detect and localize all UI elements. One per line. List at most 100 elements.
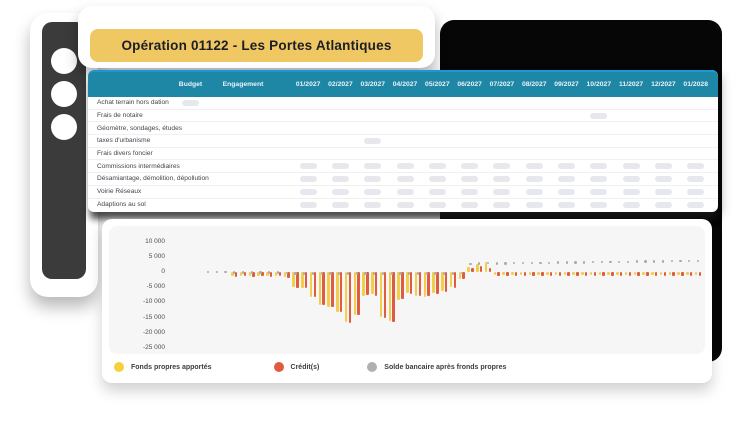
bar-fonds-propres xyxy=(248,272,252,276)
bar-fonds-propres xyxy=(327,272,330,307)
dot-solde-bancaire xyxy=(504,262,507,265)
dot-solde-bancaire xyxy=(355,272,358,275)
bar-fonds-propres xyxy=(371,272,374,295)
bar-fonds-propres xyxy=(292,272,295,288)
skeleton-pill xyxy=(525,163,543,170)
column-header: 11/2027 xyxy=(619,81,644,88)
bar-fonds-propres xyxy=(266,272,269,276)
bar-fonds-propres xyxy=(301,272,304,289)
skeleton-pill xyxy=(461,163,479,170)
sidebar-button-3[interactable] xyxy=(51,114,77,140)
page-title: Opération 01122 - Les Portes Atlantiques xyxy=(121,38,392,53)
legend-dot-fonds-propres xyxy=(114,362,124,372)
bar-credits xyxy=(698,272,702,276)
skeleton-pill xyxy=(364,201,382,208)
bar-credits xyxy=(304,272,308,289)
table-cell xyxy=(583,201,615,208)
table-cell xyxy=(615,188,647,195)
bar-fonds-propres xyxy=(458,272,462,279)
bar-fonds-propres xyxy=(554,272,558,276)
row-label: Frais divers foncier xyxy=(97,150,153,158)
dot-solde-bancaire xyxy=(530,261,533,265)
budget-table-card: Budget Engagement 01/2027 02/2027 03/2027 04/… xyxy=(88,70,718,212)
table-cell xyxy=(357,175,389,182)
table-cell xyxy=(647,163,679,170)
table-cell xyxy=(680,163,712,170)
skeleton-pill xyxy=(558,163,576,170)
table-cell xyxy=(583,188,615,195)
skeleton-pill xyxy=(525,188,543,195)
table-cell xyxy=(583,112,615,119)
bar-fonds-propres xyxy=(467,267,470,272)
bar-credits xyxy=(269,272,273,277)
y-axis-tick-label: -20 000 xyxy=(142,328,165,336)
table-cell xyxy=(615,201,647,208)
dot-solde-bancaire xyxy=(460,272,463,275)
bar-credits xyxy=(252,272,255,277)
table-cell xyxy=(680,188,712,195)
sidebar-button-2[interactable] xyxy=(51,81,77,107)
dot-solde-bancaire xyxy=(688,259,691,263)
chart-plot-area: 10 000 5 000 0 -5 000 -10 000 -15 000 -20 000 -… xyxy=(109,226,705,354)
dot-solde-bancaire xyxy=(364,272,367,275)
skeleton-pill xyxy=(493,175,511,182)
skeleton-pill xyxy=(182,99,199,106)
table-cell xyxy=(486,163,518,170)
table-cell xyxy=(324,188,356,195)
bar-fonds-propres xyxy=(581,272,584,276)
bar-credits xyxy=(488,267,492,272)
dot-solde-bancaire xyxy=(521,261,525,265)
dot-solde-bancaire xyxy=(303,272,306,275)
bar-fonds-propres xyxy=(423,272,427,298)
bar-credits xyxy=(681,272,684,276)
bar-credits xyxy=(646,272,649,276)
skeleton-pill xyxy=(299,175,317,182)
dot-solde-bancaire xyxy=(591,261,595,264)
row-label: Commissions intermédiaires xyxy=(97,162,180,170)
table-cell xyxy=(453,163,485,170)
bar-credits xyxy=(663,272,667,276)
table-cell xyxy=(647,175,679,182)
bar-credits xyxy=(514,272,518,276)
legend-label: Crédit(s) xyxy=(290,363,320,371)
bar-fonds-propres xyxy=(283,272,287,277)
table-cell xyxy=(389,188,421,195)
banner-card: Opération 01122 - Les Portes Atlantiques xyxy=(78,6,435,68)
bar-fonds-propres xyxy=(353,272,357,315)
bar-credits xyxy=(427,272,430,297)
bar-fonds-propres xyxy=(432,272,435,294)
row-label: Frais de notaire xyxy=(97,112,143,120)
bar-credits xyxy=(619,272,623,276)
bar-credits xyxy=(584,272,588,276)
bar-credits xyxy=(558,272,562,276)
table-row: Frais divers foncier xyxy=(88,148,718,161)
bar-credits xyxy=(366,272,369,296)
bar-credits xyxy=(348,272,352,324)
table-cell xyxy=(357,188,389,195)
dot-solde-bancaire xyxy=(425,272,428,275)
sidebar-button-1[interactable] xyxy=(51,48,77,74)
column-header: Engagement xyxy=(222,81,264,88)
dot-solde-bancaire xyxy=(609,260,612,264)
y-axis-tick-label: 10 000 xyxy=(145,237,165,245)
bar-fonds-propres xyxy=(484,262,488,272)
bar-credits xyxy=(322,272,325,306)
bar-fonds-propres xyxy=(616,272,619,276)
operation-banner: Opération 01122 - Les Portes Atlantiques xyxy=(90,29,423,62)
column-header: 04/2027 xyxy=(392,81,418,88)
dot-solde-bancaire xyxy=(618,260,621,264)
bar-fonds-propres xyxy=(257,272,260,277)
bar-fonds-propres xyxy=(598,272,602,276)
table-cell xyxy=(324,163,356,170)
table-cell xyxy=(453,201,485,208)
chart-legend: Fonds propres apportés Crédit(s) Solde ban… xyxy=(102,362,712,372)
bar-fonds-propres xyxy=(537,272,540,276)
bar-credits xyxy=(541,272,544,276)
bar-credits xyxy=(471,268,474,272)
bar-fonds-propres xyxy=(441,272,444,291)
table-row: Voirie Réseaux xyxy=(88,186,718,199)
skeleton-pill xyxy=(558,188,576,195)
skeleton-pill xyxy=(525,175,543,182)
bar-credits xyxy=(339,272,343,313)
bar-fonds-propres xyxy=(239,272,243,276)
